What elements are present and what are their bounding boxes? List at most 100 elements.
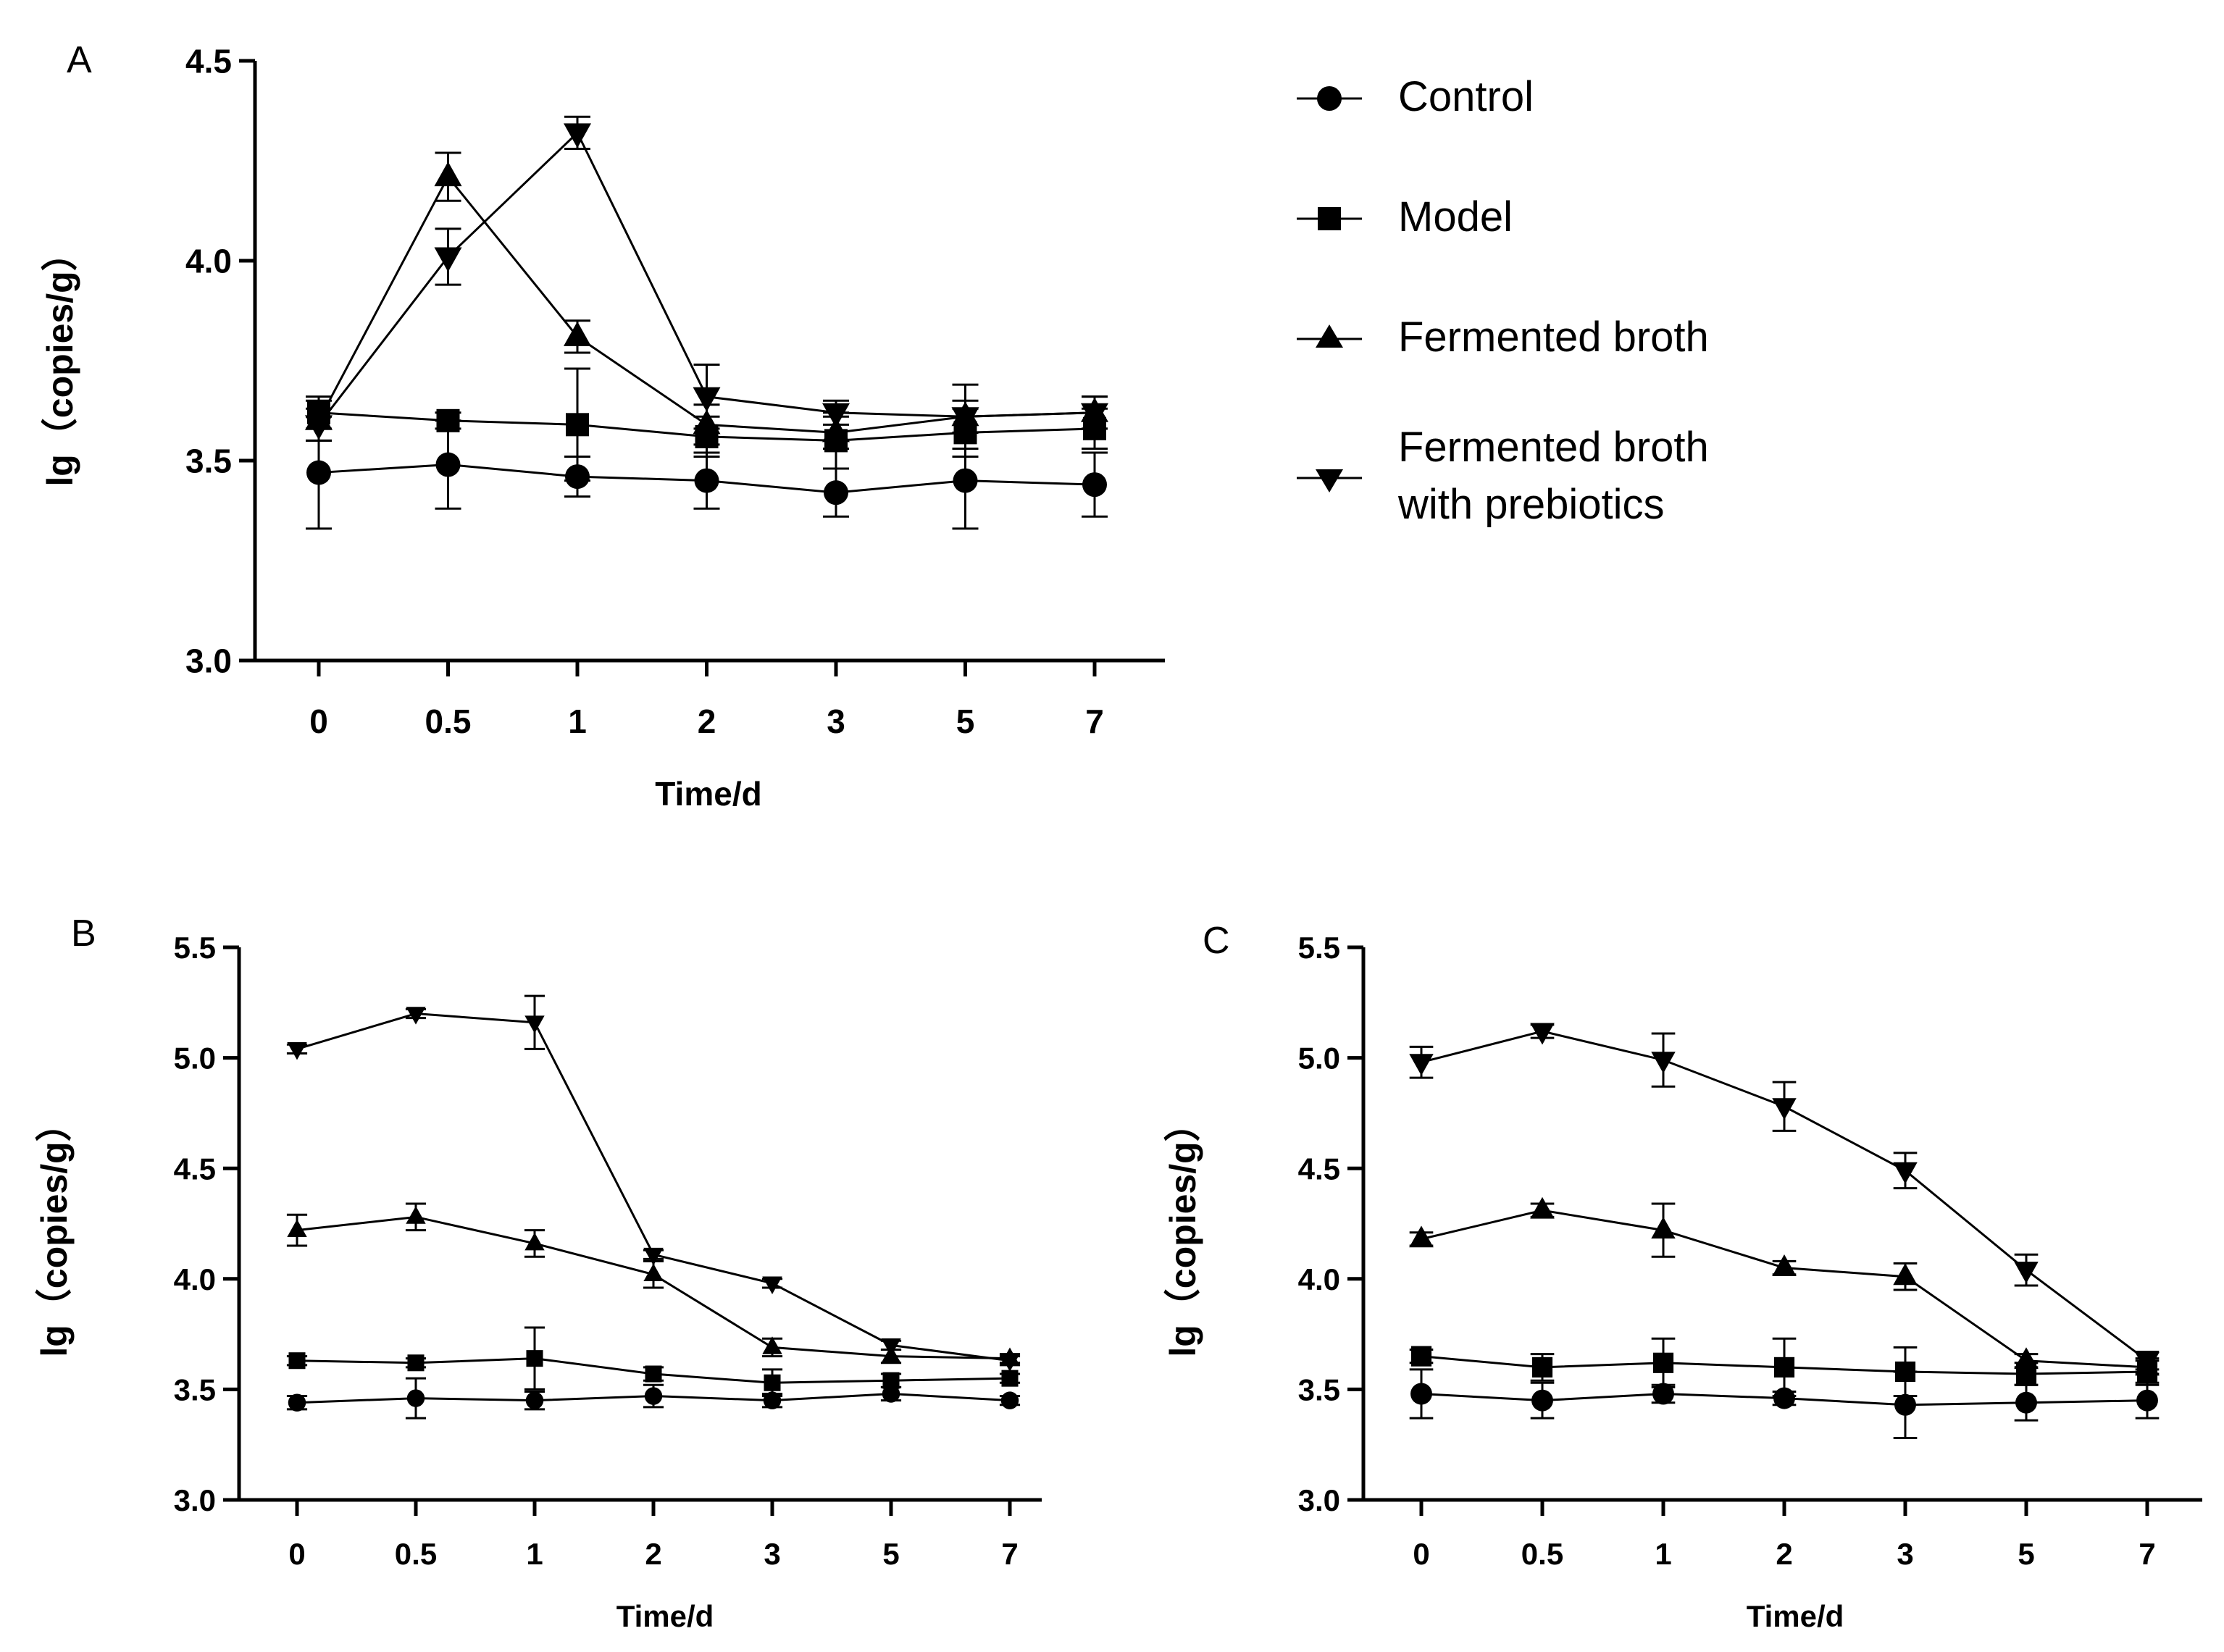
data-point-control	[644, 1387, 663, 1405]
series-line-fermented-broth-with-prebiotics	[1421, 1030, 2148, 1362]
legend-marker-square	[1318, 207, 1341, 230]
legend-item-model: Model	[1297, 193, 1513, 240]
x-tick-label: 7	[1001, 1537, 1018, 1571]
panel-label-c: C	[1203, 920, 1230, 962]
data-point-model	[1652, 1352, 1674, 1373]
x-tick-label: 0	[1413, 1537, 1429, 1571]
x-tick-label: 5	[956, 703, 975, 740]
data-point-control	[2015, 1391, 2037, 1414]
x-tick-label: 0.5	[425, 703, 472, 740]
series-line-fermented-broth-with-prebiotics	[296, 1012, 1011, 1362]
x-tick-label: 1	[526, 1537, 543, 1571]
data-point-model	[1531, 1357, 1553, 1378]
x-tick-label: 2	[645, 1537, 661, 1571]
legend-item-fermented-broth-prebiotics: Fermented broth with prebiotics	[1297, 424, 1709, 528]
x-tick-label: 0	[288, 1537, 305, 1571]
y-axis-title-c: lg（copies/g）	[1163, 1105, 1203, 1357]
x-axis-title-c: Time/d	[1747, 1599, 1844, 1633]
data-point-fermented-broth	[762, 1336, 782, 1354]
series-control	[286, 1377, 1021, 1420]
data-point-fermented-broth	[2014, 1347, 2039, 1370]
legend-marker-triangle-down	[1316, 469, 1343, 492]
y-tick-label: 4.0	[174, 1262, 216, 1296]
data-point-fermented-broth-with-prebiotics	[951, 407, 979, 432]
data-point-fermented-broth-with-prebiotics	[822, 403, 850, 428]
data-point-fermented-broth-with-prebiotics	[564, 123, 591, 148]
series-model	[1409, 1337, 2160, 1398]
x-tick-label: 1	[1655, 1537, 1671, 1571]
y-axis-title-a: lg（copies/g）	[40, 235, 80, 486]
data-point-control	[1652, 1383, 1674, 1405]
data-point-control	[306, 460, 331, 485]
data-point-control	[953, 468, 978, 493]
data-point-model	[407, 1354, 425, 1372]
x-tick-label: 2	[698, 703, 716, 740]
data-point-fermented-broth-with-prebiotics	[1772, 1098, 1797, 1120]
x-tick-label: 1	[568, 703, 587, 740]
data-point-fermented-broth	[406, 1206, 426, 1224]
y-tick-label: 4.5	[1298, 1152, 1340, 1186]
legend-label-model: Model	[1398, 193, 1513, 240]
x-tick-label: 0.5	[395, 1537, 437, 1571]
series-fermented-broth	[286, 1202, 1021, 1366]
data-point-control	[2136, 1389, 2158, 1412]
panel-label-b: B	[71, 913, 96, 955]
data-point-model	[645, 1365, 662, 1383]
data-point-model	[436, 408, 460, 432]
legend-marker-circle	[1317, 86, 1342, 111]
data-point-fermented-broth-with-prebiotics	[1000, 1354, 1020, 1372]
data-point-fermented-broth	[524, 1232, 545, 1251]
x-axis-title-b: Time/d	[616, 1599, 714, 1633]
y-tick-label: 5.0	[174, 1041, 216, 1076]
y-tick-label: 4.0	[185, 243, 232, 280]
x-tick-label: 7	[2139, 1537, 2155, 1571]
data-point-control	[288, 1393, 306, 1412]
data-point-fermented-broth-with-prebiotics	[2135, 1352, 2160, 1375]
data-point-control	[435, 452, 461, 477]
data-point-fermented-broth-with-prebiotics	[406, 1007, 426, 1025]
data-point-fermented-broth	[643, 1263, 664, 1282]
data-point-control	[1410, 1383, 1432, 1405]
series-fermented-broth-with-prebiotics	[286, 994, 1021, 1372]
data-point-control	[525, 1391, 544, 1409]
data-point-model	[1001, 1370, 1019, 1387]
data-point-fermented-broth-with-prebiotics	[287, 1042, 307, 1060]
x-tick-label: 2	[1776, 1537, 1792, 1571]
y-tick-label: 5.5	[1298, 931, 1340, 965]
x-tick-label: 7	[1085, 703, 1104, 740]
data-point-fermented-broth	[564, 321, 591, 346]
x-tick-label: 3	[1897, 1537, 1913, 1571]
y-axis-title-b: lg（copies/g）	[34, 1105, 75, 1357]
data-point-control	[1531, 1389, 1553, 1412]
chart-panel-c: C lg（copies/g） Time/d 3.0 3.5 4.0 4.5 5.0 5.5…	[1163, 920, 2202, 1633]
legend-item-fermented-broth: Fermented broth	[1297, 314, 1709, 361]
data-point-fermented-broth-with-prebiotics	[434, 247, 462, 272]
data-point-fermented-broth-with-prebiotics	[524, 1015, 545, 1033]
data-point-fermented-broth-with-prebiotics	[643, 1247, 664, 1266]
data-point-model	[526, 1350, 543, 1367]
data-point-control	[1082, 472, 1107, 498]
series-fermented-broth-with-prebiotics	[305, 115, 1108, 450]
chart-b-plot: 3.0 3.5 4.0 4.5 5.0 5.5 0 0.5 1 2 3 5 7	[174, 931, 1042, 1571]
legend-item-control: Control	[1297, 73, 1534, 120]
data-point-fermented-broth-with-prebiotics	[305, 415, 333, 440]
data-point-fermented-broth	[287, 1219, 307, 1238]
legend-label-fermented-broth: Fermented broth	[1398, 314, 1709, 361]
series-model	[286, 1326, 1021, 1398]
legend-label-control: Control	[1398, 73, 1534, 120]
data-point-fermented-broth	[1893, 1263, 1918, 1286]
data-point-fermented-broth-with-prebiotics	[693, 387, 721, 412]
data-point-control	[824, 480, 848, 506]
data-point-model	[566, 413, 589, 437]
data-point-fermented-broth-with-prebiotics	[881, 1338, 901, 1357]
data-point-fermented-broth-with-prebiotics	[762, 1276, 782, 1295]
panel-label-a: A	[67, 39, 92, 81]
data-point-model	[882, 1372, 900, 1389]
data-point-fermented-broth-with-prebiotics	[1409, 1054, 1434, 1076]
y-tick-label: 3.0	[1298, 1483, 1340, 1517]
y-tick-label: 3.0	[174, 1483, 216, 1517]
y-tick-label: 3.5	[1298, 1373, 1340, 1407]
y-tick-label: 4.0	[1298, 1262, 1340, 1296]
x-tick-label: 0.5	[1521, 1537, 1563, 1571]
